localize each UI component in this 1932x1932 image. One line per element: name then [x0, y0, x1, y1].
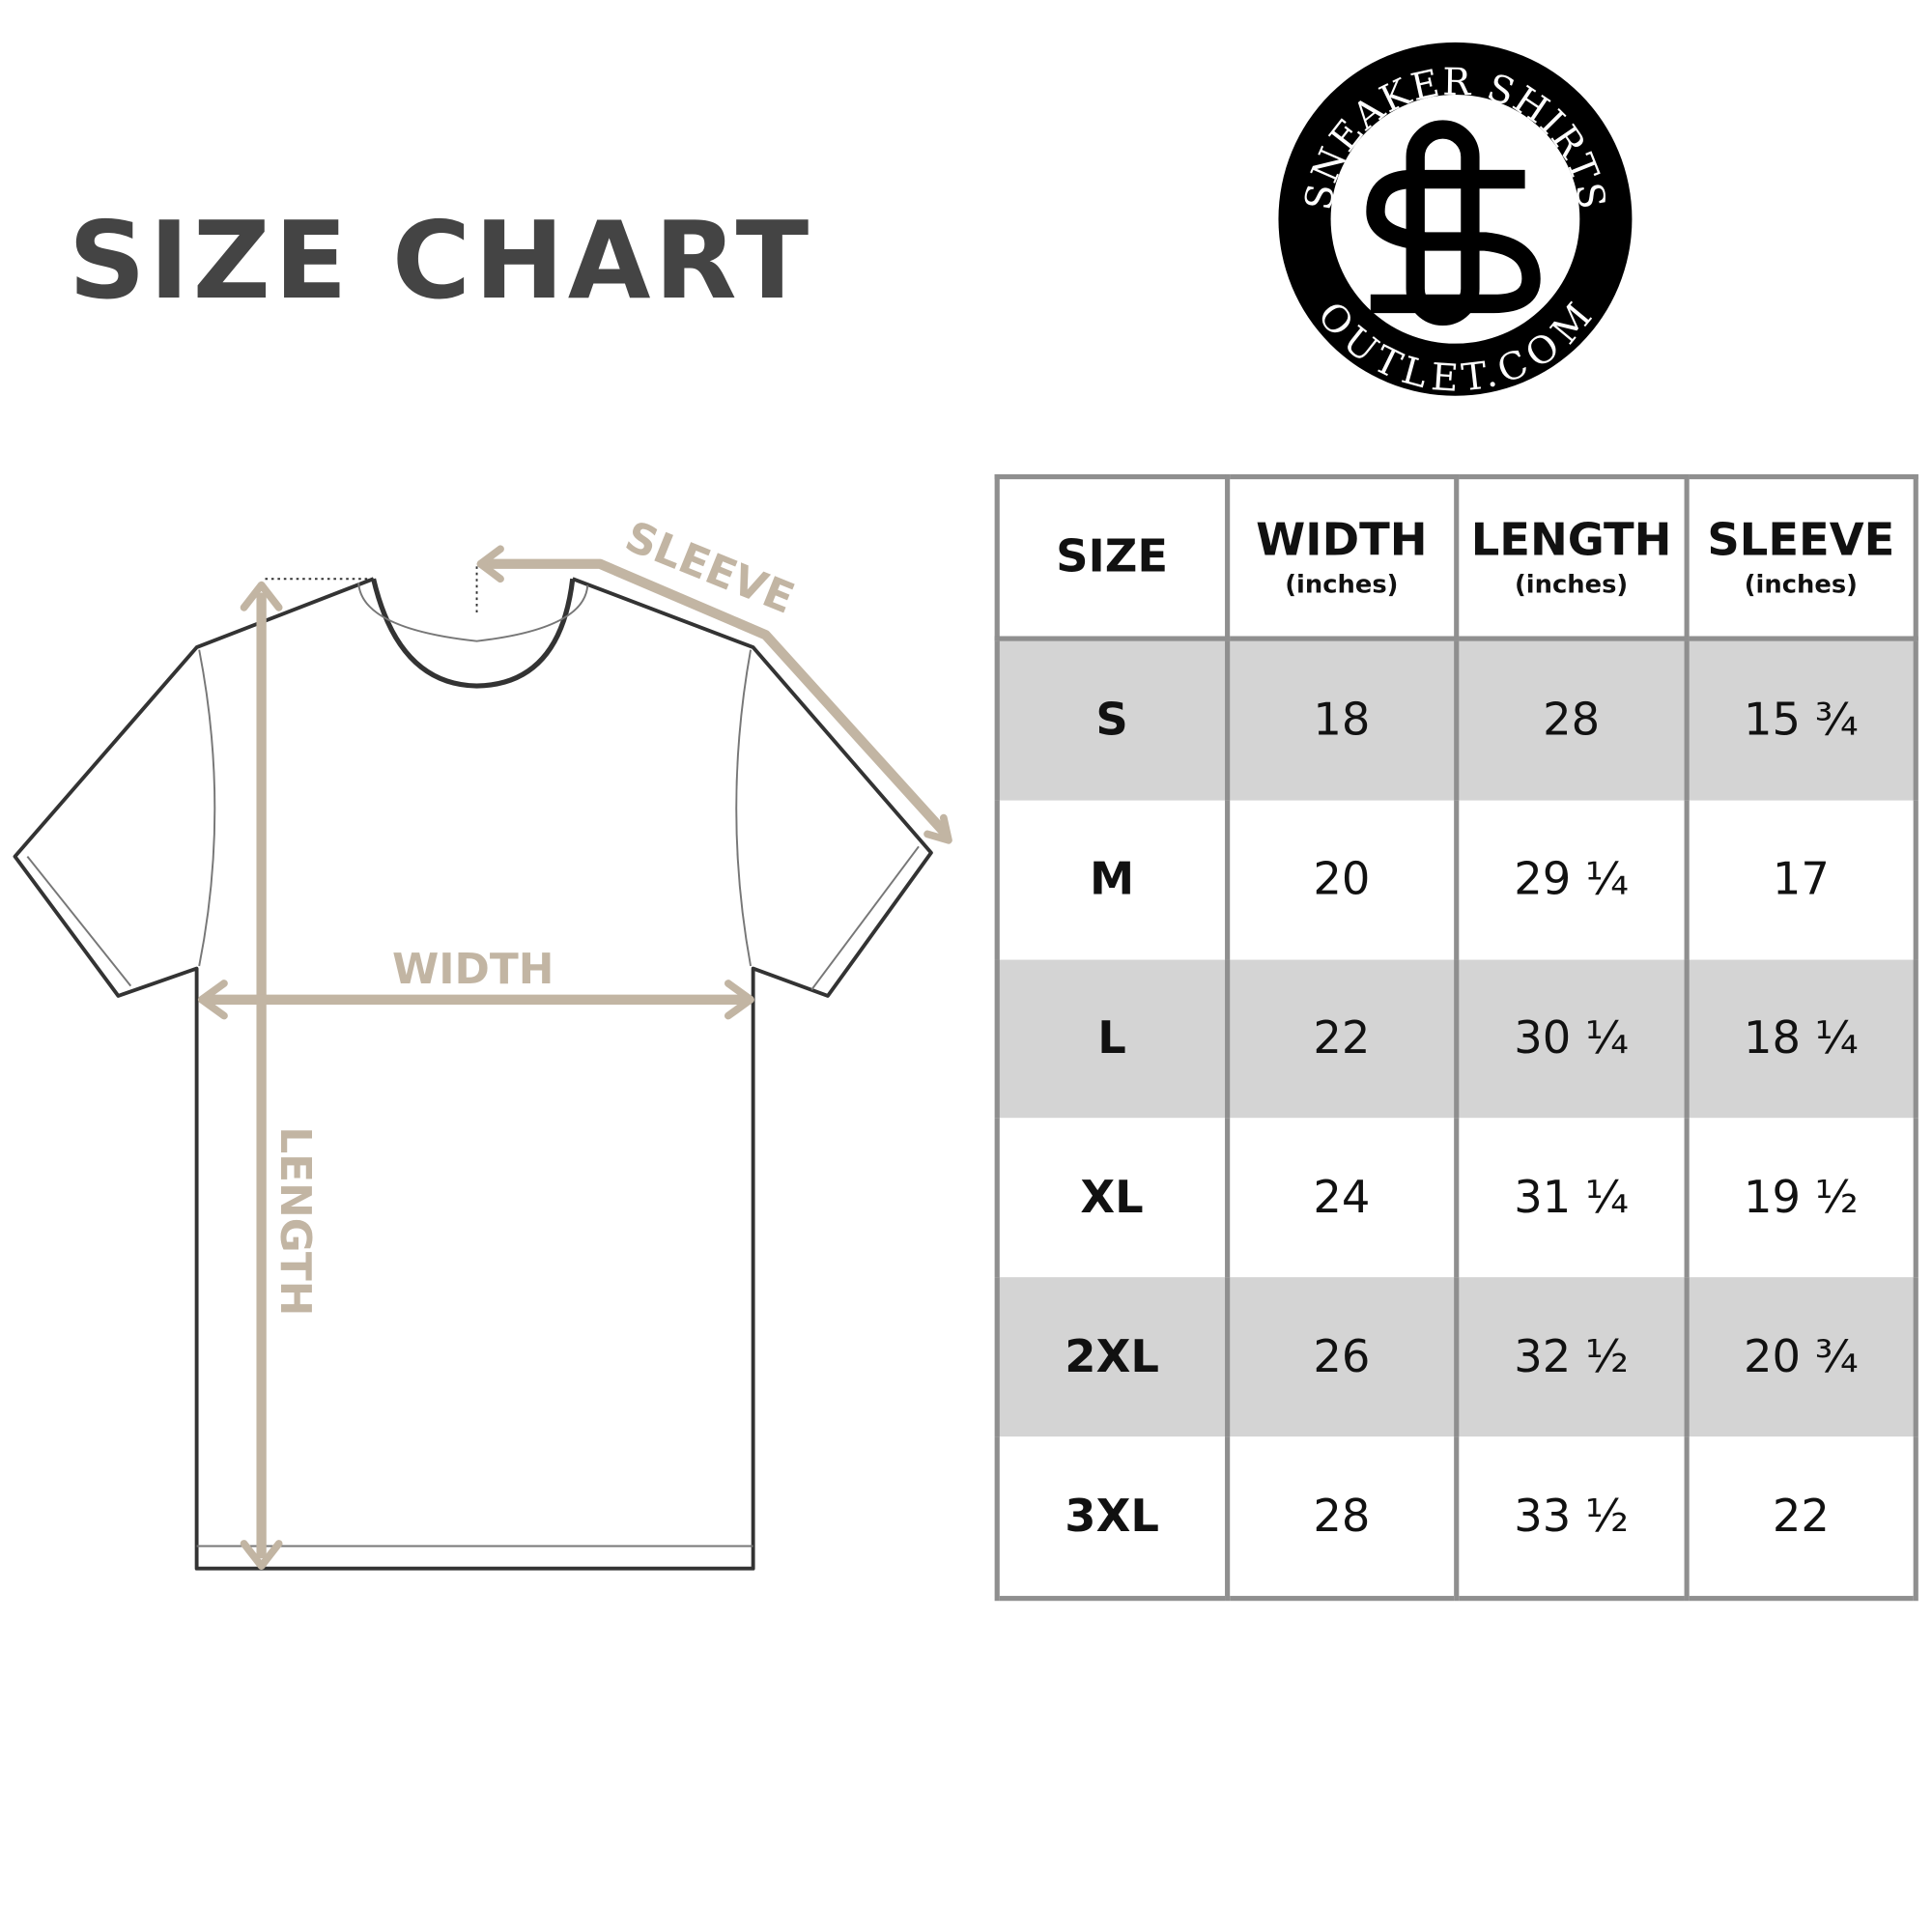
width-cell: 28: [1224, 1436, 1460, 1599]
length-cell: 29 ¼: [1454, 800, 1690, 960]
header-size: SIZE: [994, 473, 1230, 641]
length-cell: 32 ½: [1454, 1277, 1690, 1437]
width-cell: 20: [1224, 800, 1460, 960]
length-cell: 30 ¼: [1454, 959, 1690, 1119]
length-cell: 28: [1454, 638, 1690, 801]
width-cell: 24: [1224, 1118, 1460, 1278]
header-width: WIDTH (inches): [1224, 473, 1460, 641]
header-sleeve: SLEEVE (inches): [1683, 473, 1918, 641]
sleeve-cell: 20 ¾: [1683, 1277, 1918, 1437]
brand-logo: SNEAKER SHIRTS OUTLET.COM: [1278, 42, 1633, 398]
length-cell: 31 ¼: [1454, 1118, 1690, 1278]
page-title: SIZE CHART: [68, 199, 813, 325]
sleeve-cell: 18 ¼: [1683, 959, 1918, 1119]
header-unit: (inches): [1285, 568, 1399, 599]
size-table: SIZE WIDTH (inches) LENGTH (inches) SLEEVE…: [994, 473, 1918, 1602]
size-cell: 3XL: [994, 1436, 1230, 1599]
table-row: XL 24 31 ¼ 19 ½: [994, 1118, 1918, 1278]
header-label: SLEEVE: [1707, 515, 1895, 567]
length-cell: 33 ½: [1454, 1436, 1690, 1599]
width-label: WIDTH: [392, 945, 554, 994]
sleeve-cell: 19 ½: [1683, 1118, 1918, 1278]
sleeve-cell: 17: [1683, 800, 1918, 960]
size-cell: XL: [994, 1118, 1230, 1278]
width-cell: 18: [1224, 638, 1460, 801]
length-label: LENGTH: [270, 1126, 320, 1316]
header-label: SIZE: [1056, 531, 1169, 583]
table-row: S 18 28 15 ¾: [994, 638, 1918, 801]
table-row: M 20 29 ¼ 17: [994, 800, 1918, 960]
header-unit: (inches): [1744, 568, 1858, 599]
tshirt-diagram: SLEEVE WIDTH LENGTH: [13, 512, 952, 1571]
neckline: [371, 578, 576, 689]
size-cell: L: [994, 959, 1230, 1119]
measurement-arrows: [197, 545, 952, 1571]
table-row: 3XL 28 33 ½ 22: [994, 1436, 1918, 1599]
size-cell: M: [994, 800, 1230, 960]
width-cell: 22: [1224, 959, 1460, 1119]
header-label: WIDTH: [1256, 515, 1428, 567]
sleeve-cell: 15 ¾: [1683, 638, 1918, 801]
header-unit: (inches): [1515, 568, 1629, 599]
sleeve-cell: 22: [1683, 1436, 1918, 1599]
size-cell: 2XL: [994, 1277, 1230, 1437]
table-row: L 22 30 ¼ 18 ¼: [994, 959, 1918, 1119]
table-header-row: SIZE WIDTH (inches) LENGTH (inches) SLEEVE…: [994, 473, 1918, 641]
shirt-outline: [13, 577, 933, 1571]
sleeve-arrow: [483, 558, 949, 837]
table-row: 2XL 26 32 ½ 20 ¾: [994, 1277, 1918, 1437]
header-label: LENGTH: [1470, 515, 1672, 567]
size-cell: S: [994, 638, 1230, 801]
header-length: LENGTH (inches): [1454, 473, 1690, 641]
width-cell: 26: [1224, 1277, 1460, 1437]
